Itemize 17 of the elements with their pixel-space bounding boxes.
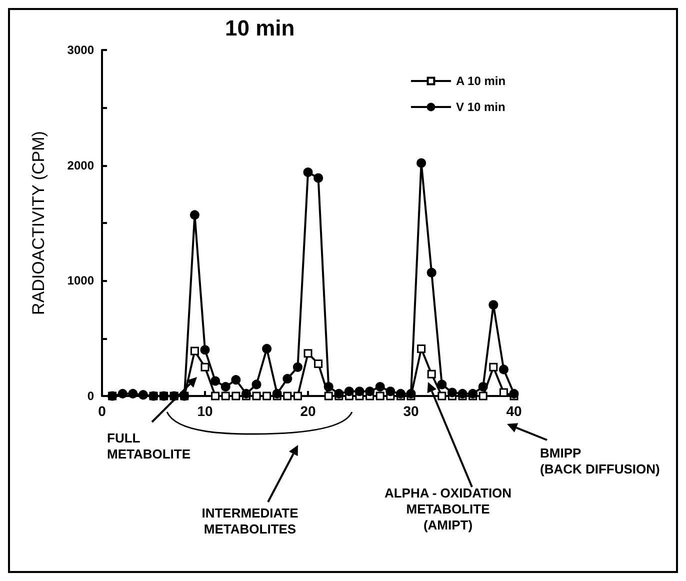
y-tick-label: 0 <box>87 389 94 403</box>
y-tick-label: 1000 <box>67 274 94 288</box>
text: BMIPP (BACK DIFFUSION) <box>540 446 660 476</box>
x-tick-label: 20 <box>300 403 316 419</box>
x-tick-label: 10 <box>197 403 213 419</box>
legend-label: V 10 min <box>456 100 506 114</box>
x-tick-label: 0 <box>98 403 106 419</box>
x-tick-label: 40 <box>506 403 522 419</box>
y-tick-label: 3000 <box>67 43 94 57</box>
y-tick-label: 2000 <box>67 158 94 172</box>
y-axis-title: RADIOACTIVITY (CPM) <box>29 131 48 315</box>
x-tick-label: 30 <box>403 403 419 419</box>
text: ALPHA - OXIDATION METABOLITE (AMIPT) <box>384 486 512 532</box>
text: FULL METABOLITE <box>107 430 191 462</box>
chart-title: 10 min <box>225 16 295 40</box>
text: INTERMEDIATE METABOLITES <box>202 506 299 536</box>
legend-label: A 10 min <box>456 74 506 88</box>
